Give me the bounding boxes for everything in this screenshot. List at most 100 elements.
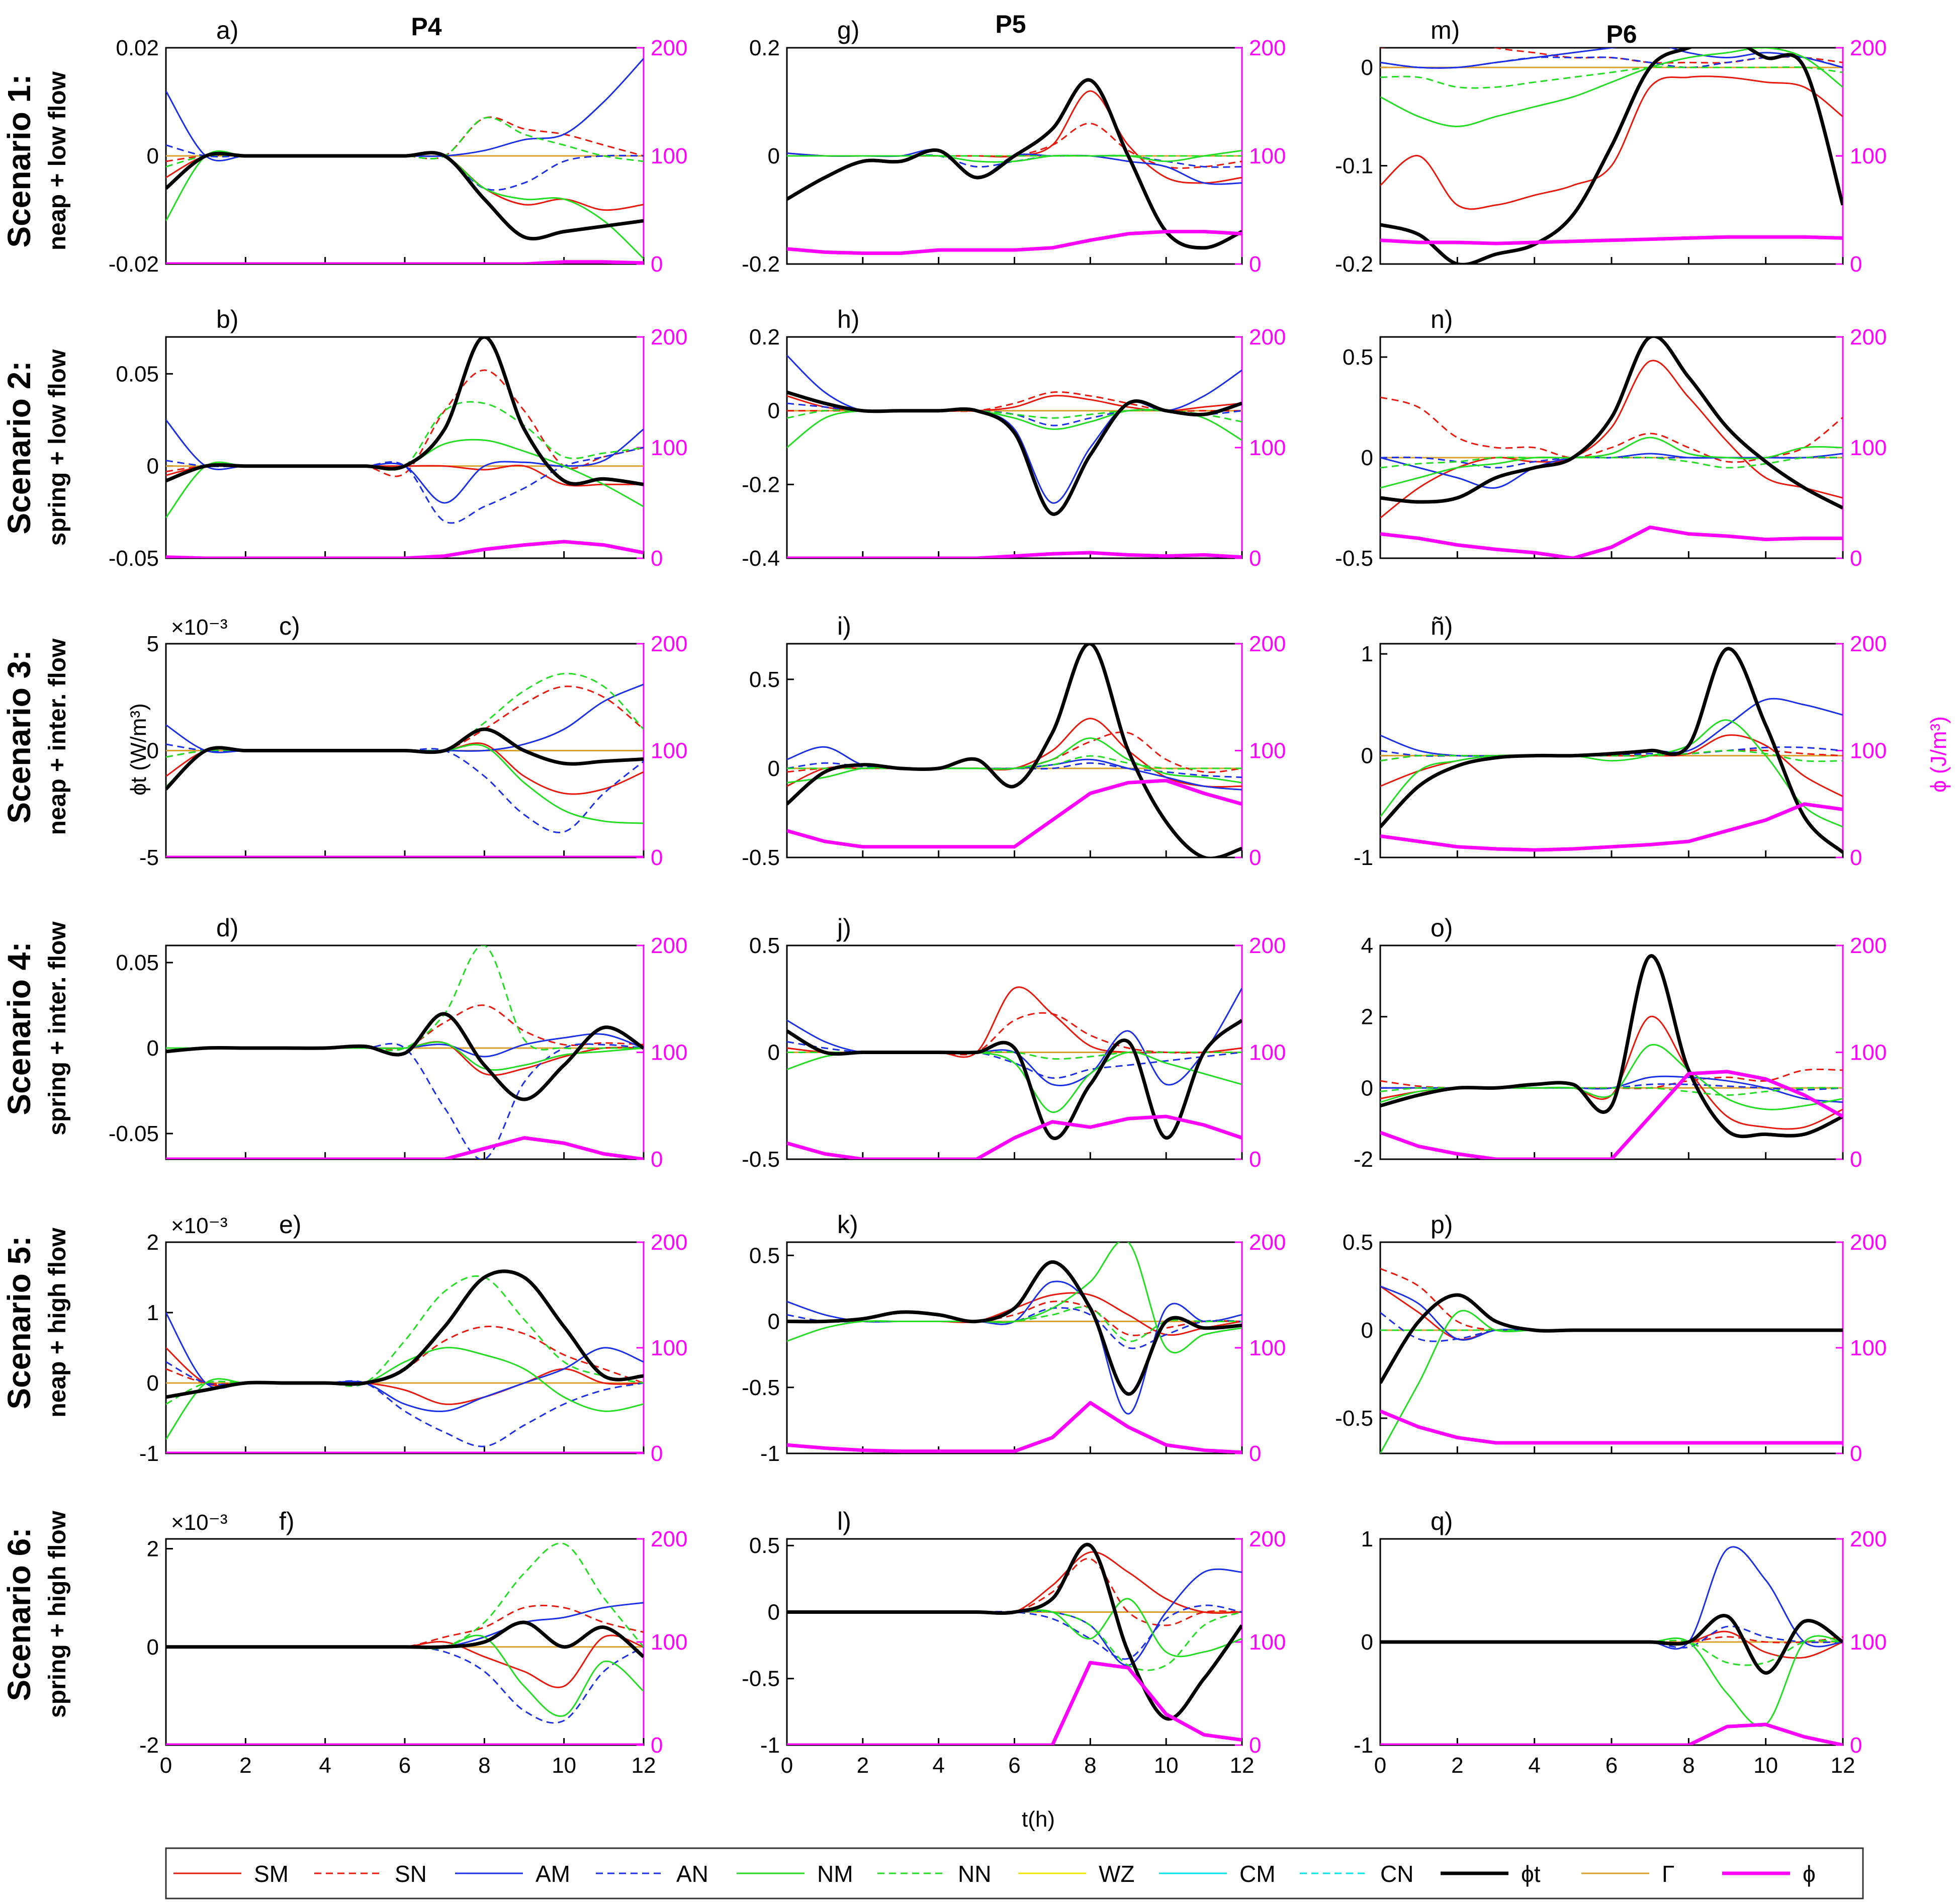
y-tick-label: 0: [768, 1310, 780, 1334]
scenario-3-title: Scenario 3:: [1, 650, 37, 823]
scenario-label-2: Scenario 2: spring + low flow: [1, 349, 71, 546]
y2-tick-label: 0: [1249, 546, 1261, 571]
y2-tick-label: 200: [1249, 632, 1286, 656]
y-tick-label: 0: [147, 1371, 159, 1396]
legend-item: Γ: [1581, 1861, 1674, 1887]
y2-tick-label: 0: [1850, 546, 1862, 571]
panel-label: i): [837, 612, 851, 640]
legend-label: ϕ: [1803, 1861, 1816, 1887]
y2-tick-label: 200: [1249, 1527, 1286, 1551]
x-tick-label: 2: [239, 1753, 251, 1778]
series-group: [166, 945, 644, 1159]
scenario-6-subtitle: spring + high flow: [44, 1510, 71, 1718]
series-line-NM: [1380, 1635, 1843, 1727]
legend-label: Γ: [1662, 1861, 1674, 1887]
y2-tick-label: 0: [651, 546, 663, 571]
right-axis-label: ϕ (J/m³): [1926, 716, 1951, 793]
series-line-ϕ: [1380, 235, 1843, 245]
legend-item: SN: [314, 1861, 427, 1887]
series-line-AN: [787, 762, 1242, 779]
series-line-AM: [166, 58, 644, 161]
series-line-ϕt: [1380, 647, 1843, 854]
series-line-ϕt: [1380, 337, 1843, 510]
y-tick-label: 4: [1361, 933, 1373, 958]
legend-label: NN: [958, 1861, 991, 1887]
panel-label: g): [837, 16, 859, 44]
series-line-AM: [787, 1280, 1242, 1415]
series-line-NM: [166, 744, 644, 824]
y-tick-label: -5: [139, 845, 159, 870]
y-tick-label: -0.2: [742, 472, 780, 497]
x-tick-label: 12: [1230, 1753, 1255, 1778]
series-line-AN: [1380, 1312, 1843, 1342]
y-tick-label: 0.02: [116, 36, 159, 60]
y2-tick-label: 100: [651, 1630, 687, 1655]
panel-label: e): [279, 1211, 301, 1239]
scenario-label-3: Scenario 3: neap + inter. flow: [1, 638, 71, 835]
x-tick-label: 10: [552, 1753, 576, 1778]
series-line-AN: [1380, 1625, 1843, 1649]
series-group: [1380, 647, 1843, 854]
series-group: [1380, 48, 1843, 264]
y2-tick-label: 100: [651, 436, 687, 460]
series-line-NN: [166, 672, 644, 758]
scenario-labels: Scenario 1: neap + low flow Scenario 2: …: [1, 71, 71, 1718]
y2-tick-label: 0: [651, 1147, 663, 1172]
series-line-NM: [787, 737, 1242, 784]
y2-tick-label: 200: [1850, 1527, 1887, 1551]
legend-label: CN: [1380, 1861, 1413, 1887]
y2-tick-label: 100: [1249, 739, 1286, 763]
y2-tick-label: 200: [651, 36, 687, 60]
y-tick-label: 0.05: [116, 362, 159, 386]
y-tick-label: 0: [147, 1635, 159, 1660]
scenario-1-subtitle: neap + low flow: [44, 71, 71, 250]
scenario-label-1: Scenario 1: neap + low flow: [1, 71, 71, 250]
series-line-SN: [787, 1558, 1242, 1626]
series-line-NM: [1380, 437, 1843, 489]
y-tick-label: -0.2: [1335, 252, 1373, 277]
series-group: [787, 986, 1242, 1159]
y-exponent-label: ×10⁻³: [171, 615, 228, 640]
legend-label: WZ: [1099, 1861, 1135, 1887]
axes-frame: [786, 336, 1243, 559]
left-axis-label-text: ϕt (W/m³): [126, 703, 151, 795]
y2-tick-label: 100: [1850, 739, 1887, 763]
x-tick-label: 0: [1374, 1753, 1386, 1778]
y2-tick-label: 0: [1850, 1441, 1862, 1466]
axes-frame: [1379, 944, 1844, 1160]
series-line-NN: [1380, 750, 1843, 762]
y2-tick-label: 100: [651, 144, 687, 168]
y2-tick-label: 100: [1249, 1630, 1286, 1655]
y2-tick-label: 0: [651, 1733, 663, 1758]
x-tick-label: 6: [1008, 1753, 1020, 1778]
y-tick-label: 0.5: [749, 1533, 780, 1558]
y2-tick-label: 200: [1249, 1230, 1286, 1255]
series-line-NN: [166, 1542, 644, 1650]
x-tick-label: 4: [932, 1753, 944, 1778]
column-title-p6: P6: [1606, 20, 1637, 48]
series-line-ϕt: [787, 78, 1242, 250]
panel-l: -1 -0.5 0 0.5 0 100 200 0 2 4 6 8 10 12 l): [742, 1507, 1286, 1778]
series-line-SM: [1380, 75, 1843, 210]
axes-frame: [165, 1241, 645, 1454]
series-line-NN: [787, 755, 1242, 770]
series-line-ϕt: [787, 1019, 1242, 1141]
y-tick-label: 0.5: [749, 933, 780, 958]
series-line-NM: [166, 1347, 644, 1440]
x-tick-label: 12: [632, 1753, 656, 1778]
panel-label: q): [1431, 1507, 1453, 1535]
series-line-SM: [787, 1292, 1242, 1336]
series-line-SN: [166, 1604, 644, 1649]
scenario-6-title: Scenario 6:: [1, 1527, 37, 1701]
series-line-AM: [787, 355, 1242, 504]
series-line-SM: [1380, 1015, 1843, 1130]
y-tick-label: 0: [768, 144, 780, 168]
axes-frame: [786, 643, 1243, 858]
series-line-AM: [166, 683, 644, 753]
series-line-AM: [166, 419, 644, 504]
y-tick-label: 0.05: [116, 950, 159, 975]
x-tick-label: 8: [1084, 1753, 1096, 1778]
legend-item: AN: [596, 1861, 708, 1887]
panel-a: -0.02 0 0.02 0 100 200 a): [109, 16, 688, 277]
series-group: [1380, 337, 1843, 558]
